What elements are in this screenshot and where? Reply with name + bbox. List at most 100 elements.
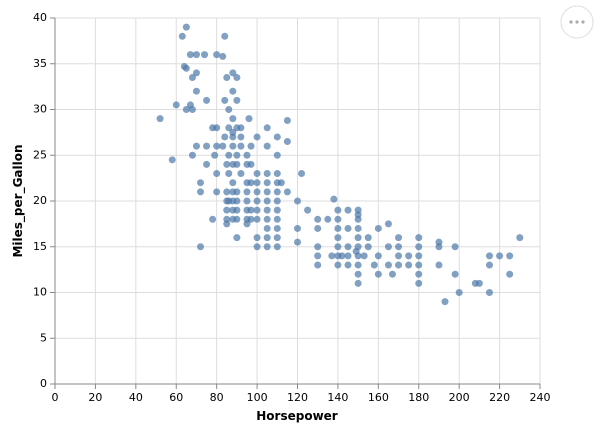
point xyxy=(294,224,301,232)
point xyxy=(415,243,423,251)
point xyxy=(168,156,176,164)
point xyxy=(451,270,459,278)
y-tick-label: 15 xyxy=(33,240,47,253)
point xyxy=(253,215,261,223)
point xyxy=(253,179,261,187)
point xyxy=(237,133,245,141)
point xyxy=(334,215,342,223)
point xyxy=(233,160,241,168)
point xyxy=(253,243,261,251)
point xyxy=(233,96,241,104)
point xyxy=(213,51,221,59)
point xyxy=(516,234,524,242)
point xyxy=(334,243,342,251)
point xyxy=(415,252,423,260)
point xyxy=(273,188,281,196)
point xyxy=(225,170,233,178)
point xyxy=(455,289,463,296)
point xyxy=(273,215,281,223)
point xyxy=(245,115,253,123)
point xyxy=(354,224,362,232)
point xyxy=(263,179,271,187)
point xyxy=(344,224,352,232)
point xyxy=(370,261,378,269)
point xyxy=(229,133,237,141)
point xyxy=(441,298,449,306)
point xyxy=(294,238,301,246)
point xyxy=(395,243,403,251)
point xyxy=(263,234,271,242)
point xyxy=(233,234,241,242)
point xyxy=(229,87,237,95)
y-tick-label: 25 xyxy=(33,148,47,161)
point xyxy=(314,243,322,251)
point xyxy=(188,73,196,81)
point xyxy=(213,170,221,178)
point xyxy=(229,142,237,150)
y-tick-label: 30 xyxy=(33,103,47,116)
x-axis-title: Horsepower xyxy=(256,409,338,423)
point xyxy=(374,224,382,232)
point xyxy=(263,170,271,178)
point xyxy=(314,224,322,232)
point xyxy=(273,224,281,232)
point xyxy=(178,32,186,40)
point xyxy=(344,243,352,251)
point xyxy=(298,170,306,178)
point xyxy=(233,73,241,81)
point xyxy=(328,252,336,260)
point xyxy=(237,142,245,150)
point xyxy=(225,151,233,159)
point xyxy=(253,188,261,196)
point xyxy=(354,234,362,242)
point xyxy=(223,206,231,214)
point xyxy=(263,243,271,251)
point xyxy=(247,160,255,168)
point xyxy=(384,261,392,269)
menu-dot[interactable] xyxy=(569,20,573,24)
point xyxy=(197,188,204,196)
point xyxy=(334,224,342,232)
x-tick-label: 60 xyxy=(169,391,183,404)
point xyxy=(435,261,443,269)
menu-dot[interactable] xyxy=(581,20,585,24)
point xyxy=(451,243,459,251)
point xyxy=(243,151,251,159)
point xyxy=(354,261,362,269)
point xyxy=(237,124,245,132)
menu-dot[interactable] xyxy=(575,20,579,24)
x-tick-label: 20 xyxy=(88,391,102,404)
point xyxy=(192,142,200,150)
point xyxy=(221,96,229,104)
point xyxy=(223,220,231,228)
point xyxy=(253,206,261,214)
point xyxy=(201,51,209,59)
point xyxy=(263,188,271,196)
point xyxy=(221,32,229,40)
point xyxy=(344,206,352,214)
point xyxy=(384,243,392,251)
point xyxy=(253,170,261,178)
point xyxy=(334,234,342,242)
menu-button[interactable] xyxy=(560,5,594,39)
point xyxy=(172,101,180,109)
point xyxy=(233,197,241,205)
point xyxy=(243,188,251,196)
point xyxy=(330,195,338,203)
y-tick-label: 5 xyxy=(40,331,47,344)
point xyxy=(233,188,241,196)
point xyxy=(415,261,423,269)
point xyxy=(221,133,229,141)
point xyxy=(415,234,423,242)
point xyxy=(247,215,255,223)
point xyxy=(344,261,352,269)
point xyxy=(186,101,194,109)
point xyxy=(219,142,227,150)
point xyxy=(405,252,413,260)
point xyxy=(182,23,190,31)
point xyxy=(364,234,372,242)
point xyxy=(247,206,255,214)
point xyxy=(273,170,281,178)
point xyxy=(223,188,231,196)
